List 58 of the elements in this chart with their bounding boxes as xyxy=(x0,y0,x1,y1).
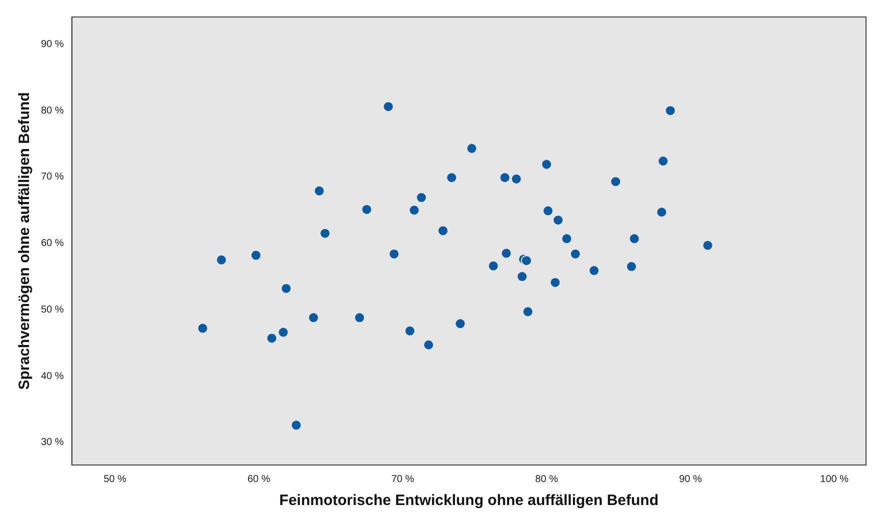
y-axis-title: Sprachvermögen ohne auffälligen Befund xyxy=(16,92,34,390)
y-tick-label: 90 % xyxy=(40,38,64,50)
point xyxy=(542,205,554,216)
point xyxy=(550,276,561,288)
point xyxy=(702,240,714,251)
point xyxy=(216,254,227,266)
point xyxy=(197,322,208,334)
point xyxy=(500,248,512,259)
point xyxy=(404,325,416,336)
point xyxy=(570,248,581,260)
point xyxy=(320,228,331,239)
point xyxy=(552,214,564,226)
x-axis-title: Feinmotorische Entwicklung ohne auffälligen Befund xyxy=(279,492,658,510)
point xyxy=(382,101,394,112)
y-tick-label: 30 % xyxy=(40,437,64,448)
y-tick-label: 70 % xyxy=(40,172,64,183)
x-tick-label: 60 % xyxy=(247,474,270,485)
point xyxy=(588,265,600,276)
point xyxy=(290,420,302,431)
point xyxy=(278,326,289,338)
x-tick-label: 80 % xyxy=(535,474,558,485)
point xyxy=(280,282,292,294)
point xyxy=(516,271,528,282)
point xyxy=(664,105,676,116)
point xyxy=(438,225,448,236)
point xyxy=(308,312,320,324)
x-tick-label: 100 % xyxy=(820,474,849,485)
point xyxy=(250,250,262,261)
point xyxy=(499,172,510,184)
y-tick-label: 50 % xyxy=(40,304,64,316)
point xyxy=(488,260,499,272)
x-tick-label: 70 % xyxy=(391,474,414,485)
point xyxy=(520,255,532,266)
point xyxy=(541,158,552,170)
point xyxy=(446,172,458,184)
point xyxy=(628,233,640,244)
point xyxy=(561,233,572,244)
point xyxy=(266,332,278,344)
point xyxy=(361,204,372,215)
point xyxy=(454,318,466,330)
point xyxy=(466,142,478,154)
point xyxy=(354,312,366,324)
x-tick-label: 90 % xyxy=(679,474,702,485)
y-tick-label: 80 % xyxy=(40,105,64,116)
y-tick-label: 40 % xyxy=(40,370,64,382)
point xyxy=(626,261,637,272)
point xyxy=(510,173,522,184)
point xyxy=(522,306,534,318)
point xyxy=(314,185,325,196)
y-tick-label: 60 % xyxy=(40,238,64,250)
x-tick-label: 50 % xyxy=(104,474,126,485)
point xyxy=(423,339,434,350)
point xyxy=(416,192,427,204)
point xyxy=(656,206,668,218)
point xyxy=(658,156,669,167)
point xyxy=(610,176,622,188)
point xyxy=(388,248,400,260)
point xyxy=(408,204,420,216)
